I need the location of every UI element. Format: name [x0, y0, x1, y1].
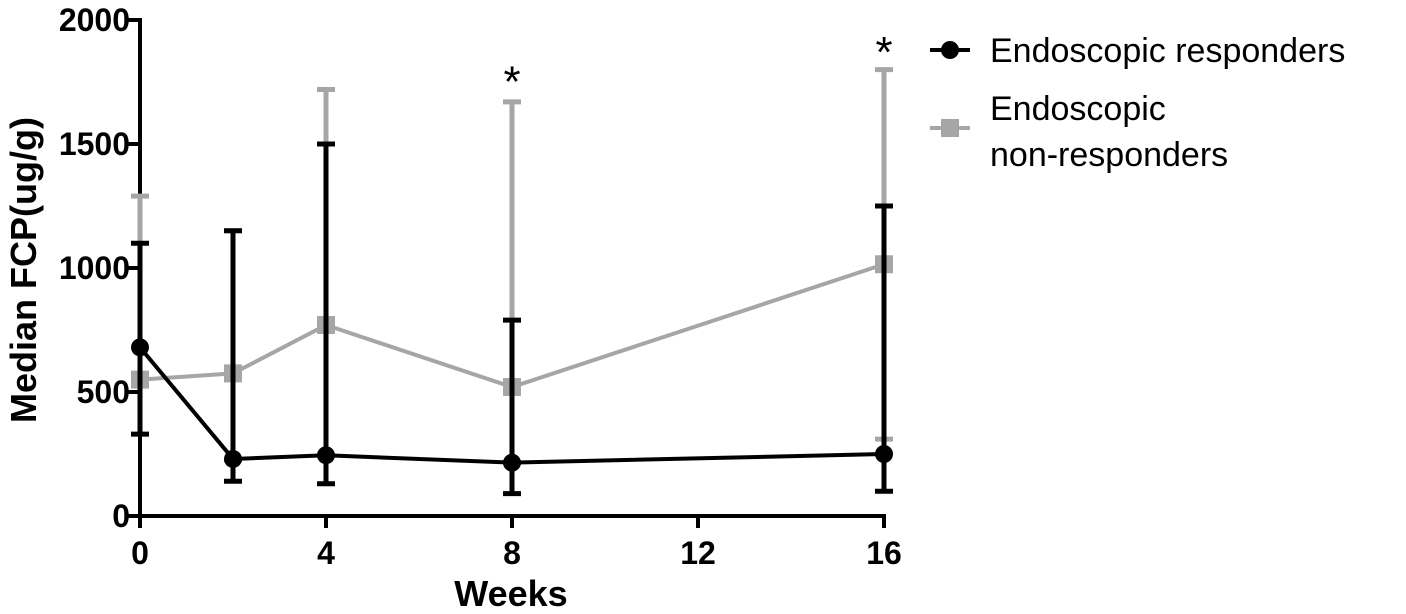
annotation-layer: ** [503, 28, 892, 107]
x-tick-label: 16 [866, 535, 902, 571]
y-tick-label: 1500 [59, 126, 130, 162]
x-tick-label: 8 [503, 535, 521, 571]
x-tick-label: 0 [131, 535, 149, 571]
data-point [317, 446, 335, 465]
legend-item-responders: Endoscopic responders [930, 32, 1345, 70]
series-layer [131, 67, 893, 497]
significance-marker: * [875, 28, 892, 77]
x-tick-label: 12 [680, 535, 716, 571]
data-point [503, 453, 521, 472]
legend: Endoscopic responders Endoscopic non-respo… [930, 32, 1345, 174]
y-tick-label: 500 [77, 374, 130, 410]
legend-swatch-marker [941, 119, 959, 137]
axes: 0 500 1000 1500 2000 0 4 8 12 16 [59, 2, 902, 571]
series-0 [131, 141, 893, 497]
y-axis-title: Median FCP(ug/g) [3, 117, 44, 423]
legend-label-line: non-responders [990, 136, 1228, 174]
x-axis-title: Weeks [454, 573, 567, 614]
y-tick-label: 0 [112, 498, 130, 534]
data-point [875, 445, 893, 463]
legend-label: Endoscopic responders [990, 32, 1345, 70]
legend-item-non-responders: Endoscopic non-responders [930, 90, 1228, 174]
legend-swatch-marker [941, 41, 959, 59]
significance-marker: * [503, 58, 520, 107]
data-point [131, 338, 149, 357]
data-point [224, 449, 242, 468]
legend-label-line: Endoscopic [990, 90, 1166, 128]
x-tick-label: 4 [317, 535, 335, 571]
y-tick-label: 2000 [59, 2, 130, 38]
y-tick-label: 1000 [59, 250, 130, 286]
